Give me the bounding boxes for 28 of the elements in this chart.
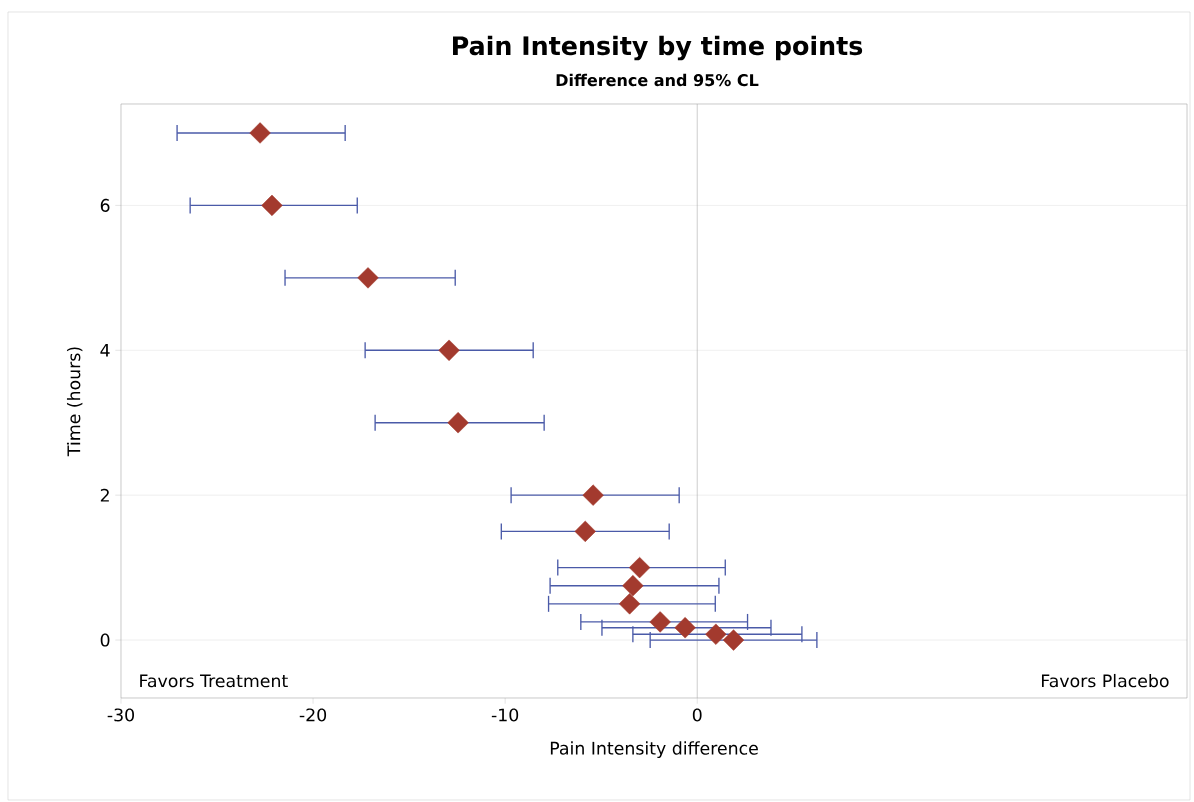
point xyxy=(674,617,696,639)
point xyxy=(357,267,379,289)
chart-subtitle: Difference and 95% CL xyxy=(556,73,759,87)
annotation: Favors Placebo xyxy=(1041,673,1169,688)
point xyxy=(722,629,745,651)
y-axis-title: Time (hours) xyxy=(66,347,83,457)
point xyxy=(705,623,727,645)
x-tick-label: -10 xyxy=(491,708,519,722)
point xyxy=(447,412,469,434)
y-tick-label: 2 xyxy=(100,488,109,502)
point xyxy=(582,484,604,506)
point xyxy=(574,520,596,543)
point xyxy=(261,194,283,217)
point xyxy=(618,593,641,615)
point xyxy=(438,339,460,361)
chart-title: Pain Intensity by time points xyxy=(453,35,863,61)
point xyxy=(649,611,671,633)
y-tick-label: 6 xyxy=(100,198,110,212)
x-axis-title: Pain Intensity difference xyxy=(550,741,758,759)
annotation: Favors Treatment xyxy=(140,674,288,688)
x-tick-label: -20 xyxy=(299,708,327,722)
x-tick-label: 0 xyxy=(692,708,702,722)
y-tick-label: 0 xyxy=(100,633,110,647)
y-tick-label: 4 xyxy=(100,343,110,357)
point xyxy=(622,575,644,597)
point xyxy=(249,122,271,144)
point xyxy=(628,556,651,579)
x-tick-label: -30 xyxy=(107,708,134,722)
